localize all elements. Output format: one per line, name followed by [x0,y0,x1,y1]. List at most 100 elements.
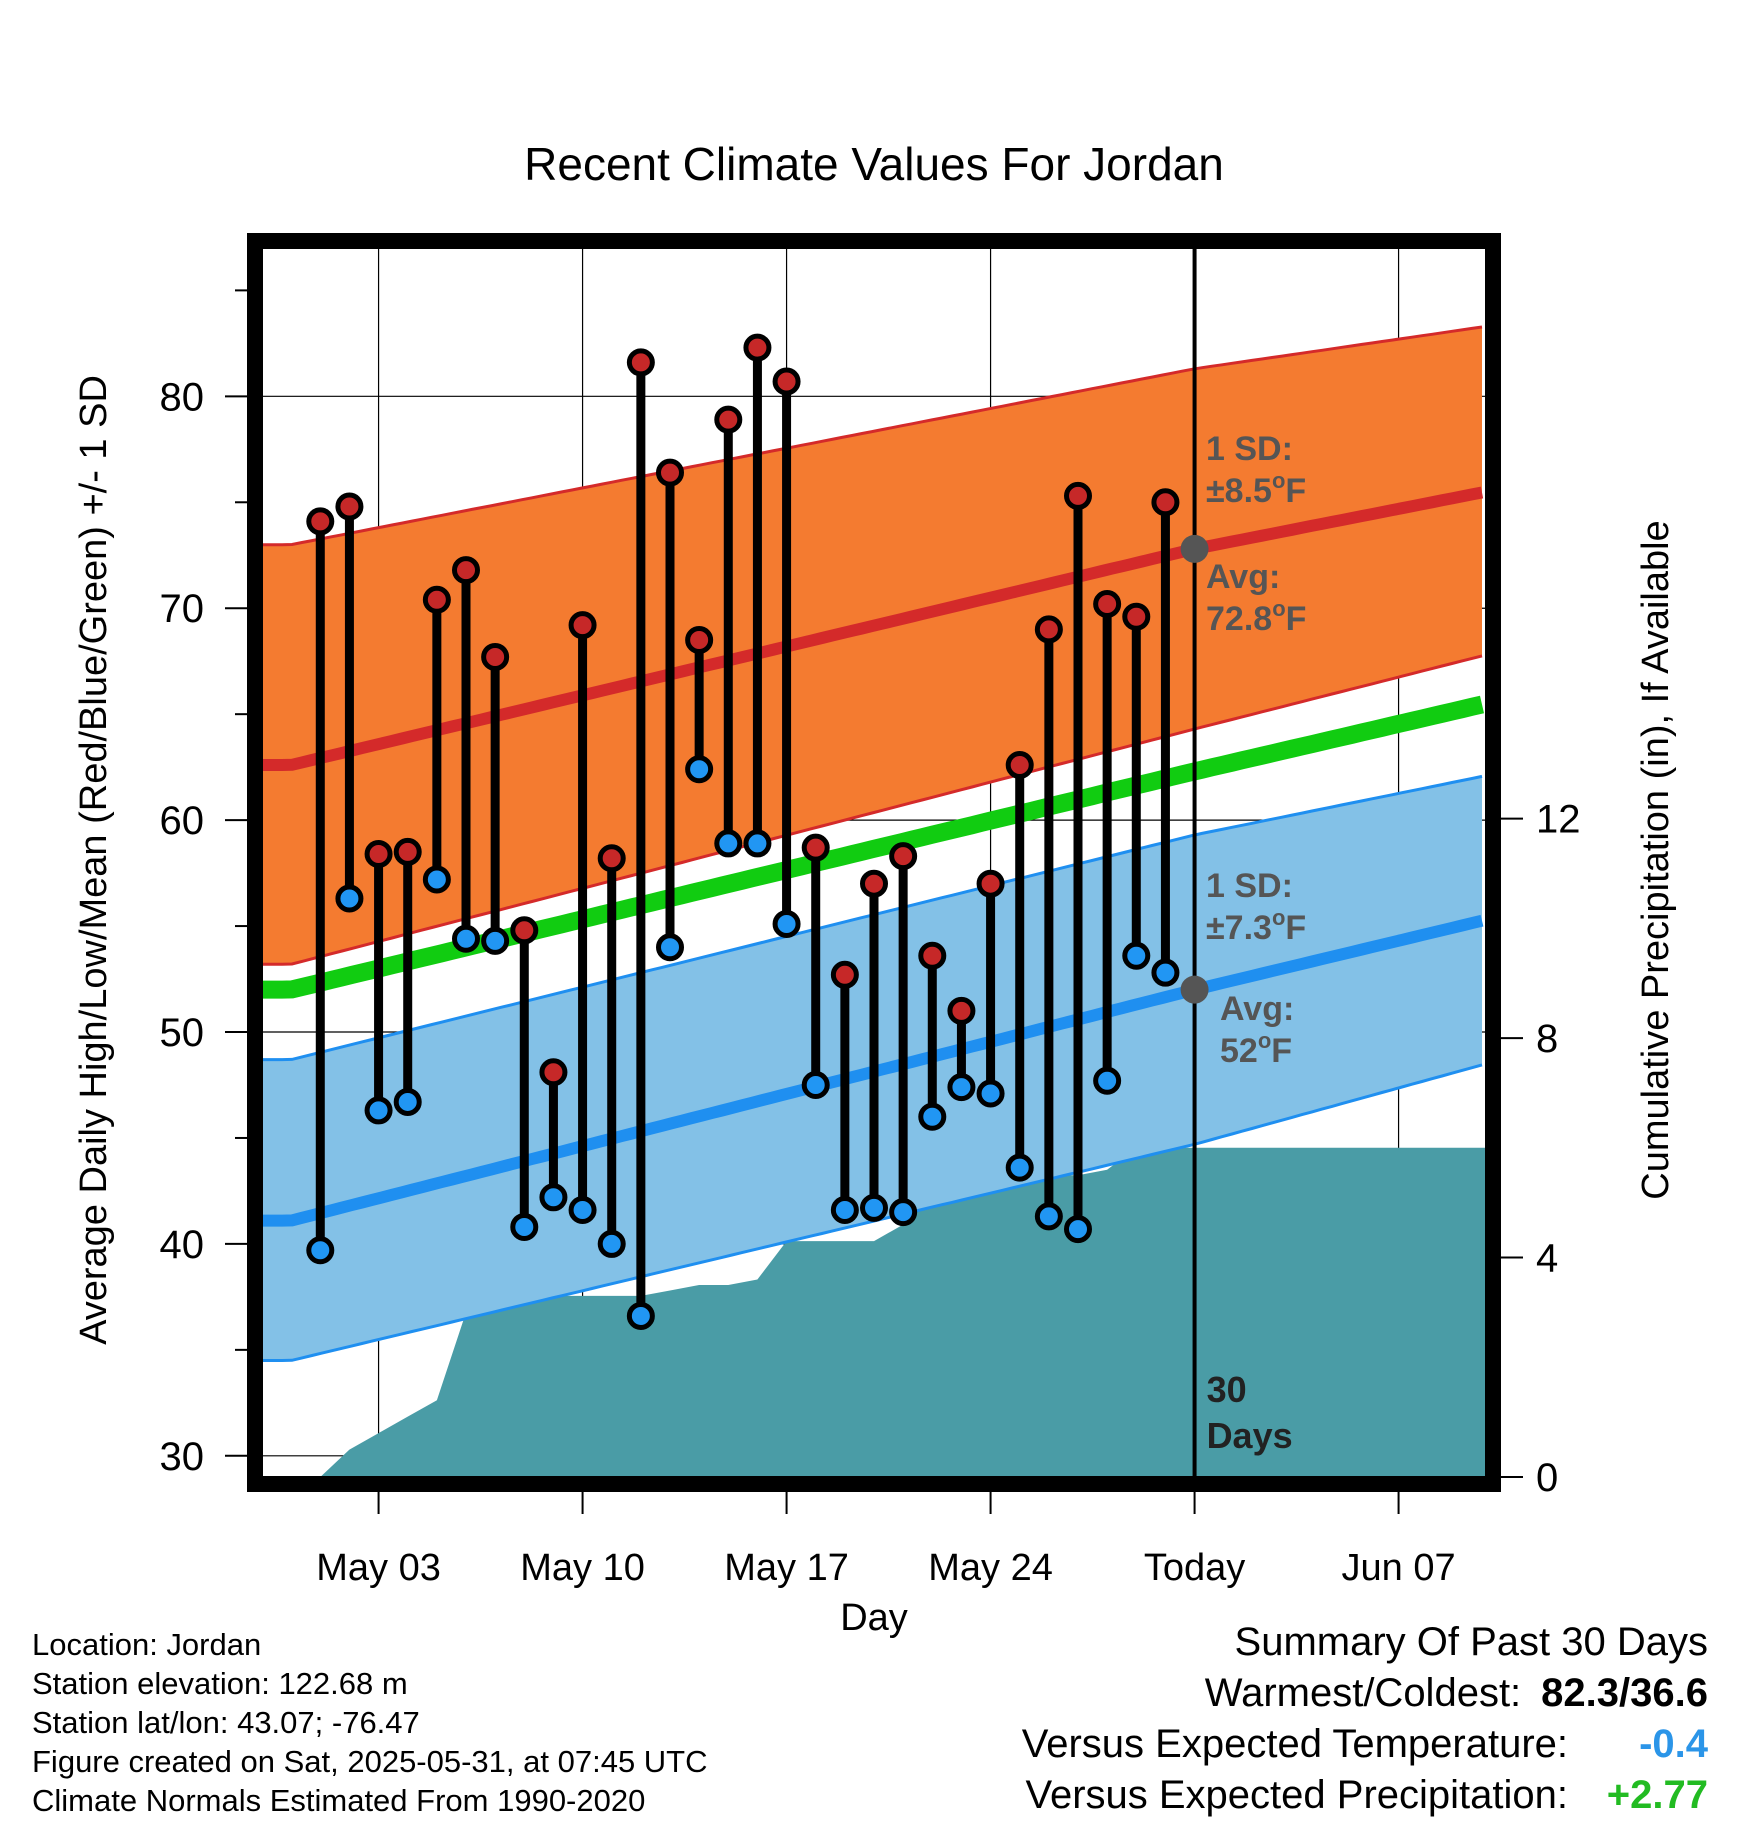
x-tick-label: May 24 [928,1547,1053,1589]
high-point [481,642,510,671]
y-left-tick-label: 30 [160,1435,205,1479]
summary-warm-cold: Warmest/Coldest: 82.3/36.6 [1022,1668,1708,1719]
low-point [860,1193,888,1222]
low-sd-annotation-degree: o [1272,905,1285,930]
y-right-tick-label: 12 [1536,798,1581,842]
high-point [597,844,626,873]
y-left-tick-label: 50 [160,1011,205,1055]
high-point [1064,481,1092,510]
low-point [685,755,714,784]
low-point [452,924,480,953]
low-avg-annotation-degree: o [1258,1028,1271,1053]
low-point [481,926,510,955]
low-sd-annotation-line2: ±7.3oF [1206,905,1306,947]
high-point [626,348,655,377]
low-point [1093,1066,1122,1095]
high-point [656,458,684,487]
today-days-label-line: Days [1207,1415,1293,1456]
high-point [685,626,714,655]
low-sd-annotation-line1: 1 SD: [1206,867,1293,905]
low-point [1005,1153,1034,1182]
low-point [335,884,364,913]
observations [306,333,1180,1330]
low-point [626,1301,655,1330]
low-point [364,1096,393,1125]
low-sd-annotation-value: ±7.3 [1206,909,1272,947]
low-point [1034,1202,1063,1231]
today-low-avg-marker [1180,975,1209,1004]
low-point [918,1102,947,1131]
high-point [1093,589,1122,618]
high-point [889,842,918,871]
high-point [830,960,859,989]
today-days-label-line: 30 [1207,1369,1247,1410]
high-point [364,840,393,869]
high-point [539,1058,568,1087]
normals-text: Climate Normals Estimated From 1990-2020 [32,1783,646,1818]
high-sd-annotation-line1: 1 SD: [1206,430,1293,468]
summary-title: Summary Of Past 30 Days [1234,1620,1708,1664]
high-point [422,585,451,614]
high-point [976,869,1005,898]
precip-value: +2.77 [1606,1773,1708,1817]
x-tick-label: May 10 [520,1547,645,1589]
x-axis-label: Day [840,1597,908,1639]
high-point [714,405,743,434]
low-avg-annotation-line2: 52oF [1220,1028,1292,1070]
low-avg-annotation-line1: Avg: [1220,990,1294,1028]
chart-title: Recent Climate Values For Jordan [524,138,1224,190]
low-point [976,1079,1005,1108]
low-point [597,1229,626,1258]
x-tick-label: May 17 [724,1547,849,1589]
elevation-text: Station elevation: 122.68 m [32,1666,408,1701]
low-avg-annotation-unit: F [1271,1032,1292,1070]
high-point [452,556,480,585]
y-right-tick-label: 8 [1536,1017,1558,1061]
high-point [568,611,597,640]
low-point [539,1183,568,1212]
high-point [918,941,947,970]
high-point [860,869,888,898]
low-point [656,933,684,962]
low-point [801,1070,830,1099]
low-point [510,1212,539,1241]
y-right-tick-label: 4 [1536,1237,1558,1281]
low-point [1122,941,1151,970]
high-point [510,916,539,945]
low-point [947,1073,976,1102]
y-left-tick-label: 70 [160,587,205,631]
high-sd-band [262,327,1482,965]
low-sd-annotation-unit: F [1285,909,1306,947]
summary-precip: Versus Expected Precipitation: +2.77 [1022,1770,1708,1821]
low-point [1064,1215,1092,1244]
high-point [306,507,335,536]
warm-cold-label: Warmest/Coldest: [1204,1671,1522,1715]
high-avg-annotation-line2: 72.8oF [1206,596,1306,638]
location-text: Location: Jordan [32,1627,262,1662]
high-point [743,333,772,362]
x-tick-label: Jun 07 [1342,1547,1456,1589]
high-avg-annotation-degree: o [1272,596,1285,621]
low-point [830,1196,859,1225]
high-sd-annotation-value: ±8.5 [1206,472,1272,510]
high-avg-annotation-unit: F [1286,600,1307,638]
high-sd-annotation-unit: F [1285,472,1306,510]
low-point [1151,958,1180,987]
high-point [1122,602,1151,631]
y-right-tick-label: 0 [1536,1456,1558,1500]
low-point [393,1087,422,1116]
high-point [1005,751,1034,780]
high-avg-annotation-value: 72.8 [1206,600,1272,638]
high-avg-annotation-line1: Avg: [1206,558,1280,596]
high-point [947,996,976,1025]
low-point [306,1236,335,1265]
station-info: Location: Jordan Station elevation: 122.… [32,1625,708,1820]
high-point [1151,488,1180,517]
summary-temp: Versus Expected Temperature: -0.4 [1022,1719,1708,1770]
low-point [889,1198,918,1227]
high-point [335,492,364,521]
low-avg-annotation-value: 52 [1220,1032,1258,1070]
x-tick-label: May 03 [316,1547,441,1589]
